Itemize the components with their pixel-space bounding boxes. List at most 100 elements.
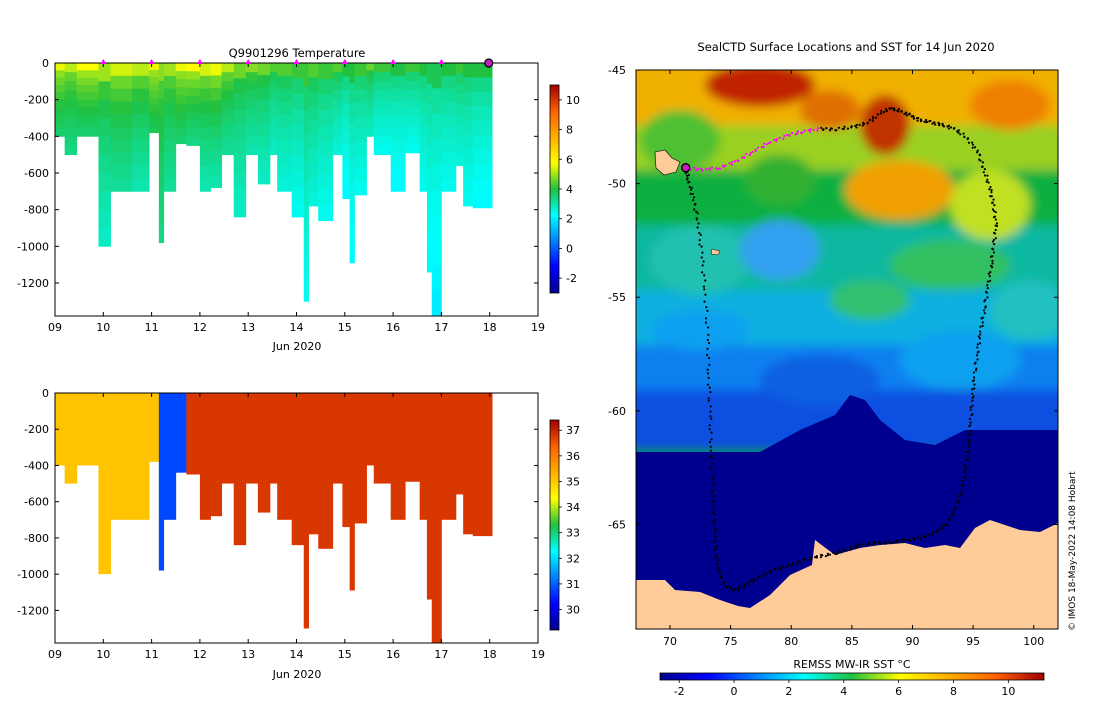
temperature-cell xyxy=(210,175,223,189)
track-point xyxy=(809,128,812,131)
temperature-cell xyxy=(405,89,421,100)
salinity-y-tick-label: -1200 xyxy=(17,604,49,617)
track-point xyxy=(885,109,888,112)
salinity-x-tick-label: 14 xyxy=(290,648,304,661)
temperature-cell xyxy=(158,80,165,100)
track-point xyxy=(698,231,701,235)
track-point xyxy=(986,280,990,283)
map-y-tick-label: -45 xyxy=(608,64,626,77)
track-point xyxy=(695,210,698,213)
track-point xyxy=(904,112,907,115)
salinity-x-tick-label: 09 xyxy=(48,648,62,661)
salinity-x-tick-label: 19 xyxy=(531,648,545,661)
track-point xyxy=(991,208,995,211)
temperature-cell xyxy=(245,118,259,128)
track-point xyxy=(965,450,968,453)
temperature-cell xyxy=(210,112,223,126)
track-point xyxy=(983,168,986,171)
temperature-cell xyxy=(472,120,493,136)
surface-marker xyxy=(438,59,445,64)
temperature-cell xyxy=(132,75,150,90)
temperature-cell xyxy=(303,110,309,135)
salinity-colorbar-label: 37 xyxy=(566,424,580,437)
temperature-panel: Q9901296 Temperature 0 -200 -400 -600 -800 -1… xyxy=(17,46,580,353)
track-point xyxy=(957,131,960,134)
track-point xyxy=(968,425,971,428)
map-longitude-ticks: 70 75 80 85 90 95 100 xyxy=(663,70,1044,648)
salinity-x-tick-label: 16 xyxy=(386,648,400,661)
temperature-y-tick-label: 0 xyxy=(42,57,49,70)
track-point xyxy=(756,146,760,149)
track-point xyxy=(713,539,716,542)
temperature-x-tick-label: 11 xyxy=(145,321,159,334)
temperature-cell xyxy=(441,152,457,167)
track-point xyxy=(714,528,717,531)
track-point xyxy=(709,405,712,408)
track-point xyxy=(705,353,709,357)
temperature-cell xyxy=(291,140,305,156)
track-point xyxy=(871,119,874,123)
temperature-cell xyxy=(269,118,278,128)
temperature-cell xyxy=(441,101,457,115)
salinity-cell xyxy=(163,393,177,520)
temperature-cell xyxy=(390,114,406,128)
track-point xyxy=(994,228,997,232)
salinity-y-tick-label: -800 xyxy=(24,532,49,545)
temperature-cell xyxy=(110,114,133,128)
temperature-cell xyxy=(455,73,464,84)
temperature-cell xyxy=(431,113,442,140)
temperature-cell xyxy=(199,152,211,167)
track-point xyxy=(743,582,746,586)
temperature-cell xyxy=(318,173,334,190)
temperature-cell xyxy=(455,93,464,105)
temperature-x-label: Jun 2020 xyxy=(272,340,322,353)
track-point xyxy=(707,399,710,402)
salinity-x-tick-label: 12 xyxy=(193,648,207,661)
temperature-cell xyxy=(291,78,305,95)
temperature-cell xyxy=(277,165,293,179)
track-point xyxy=(718,167,722,170)
track-point xyxy=(719,575,722,578)
temperature-cell xyxy=(233,109,247,125)
temperature-cell xyxy=(221,90,235,101)
temperature-cell xyxy=(303,158,309,183)
track-point xyxy=(740,585,743,588)
salinity-cell xyxy=(291,393,305,546)
track-point xyxy=(692,199,695,202)
temperature-cell xyxy=(64,81,78,91)
temperature-cell xyxy=(419,63,428,77)
temperature-cell xyxy=(269,99,278,110)
sst-field xyxy=(636,70,1058,629)
track-point xyxy=(693,166,696,169)
temperature-cell xyxy=(303,86,309,112)
track-point xyxy=(755,578,759,581)
temperature-cell xyxy=(199,63,211,77)
temperature-cell xyxy=(342,157,351,172)
temperature-cell xyxy=(308,163,319,178)
track-point xyxy=(976,358,979,361)
temperature-cell xyxy=(64,127,78,137)
track-point xyxy=(990,191,993,194)
track-point xyxy=(855,123,858,127)
temperature-cell xyxy=(149,125,160,134)
surface-marker xyxy=(293,59,300,64)
temperature-cell xyxy=(110,152,133,167)
track-point xyxy=(686,174,689,177)
track-point xyxy=(961,479,964,483)
temperature-cell xyxy=(463,63,474,78)
track-point xyxy=(688,185,691,189)
temperature-cell xyxy=(291,109,305,125)
temperature-cell xyxy=(441,165,457,179)
track-point xyxy=(950,126,953,129)
track-point xyxy=(701,169,704,172)
track-point xyxy=(743,155,746,159)
track-point xyxy=(979,325,982,328)
track-point xyxy=(947,124,951,127)
temperature-cell xyxy=(110,101,133,115)
temperature-cell xyxy=(354,129,367,143)
temperature-cell xyxy=(463,177,474,193)
track-point xyxy=(697,222,700,225)
salinity-cell xyxy=(455,393,464,495)
temperature-cell xyxy=(419,127,428,141)
temperature-cell xyxy=(64,90,78,101)
